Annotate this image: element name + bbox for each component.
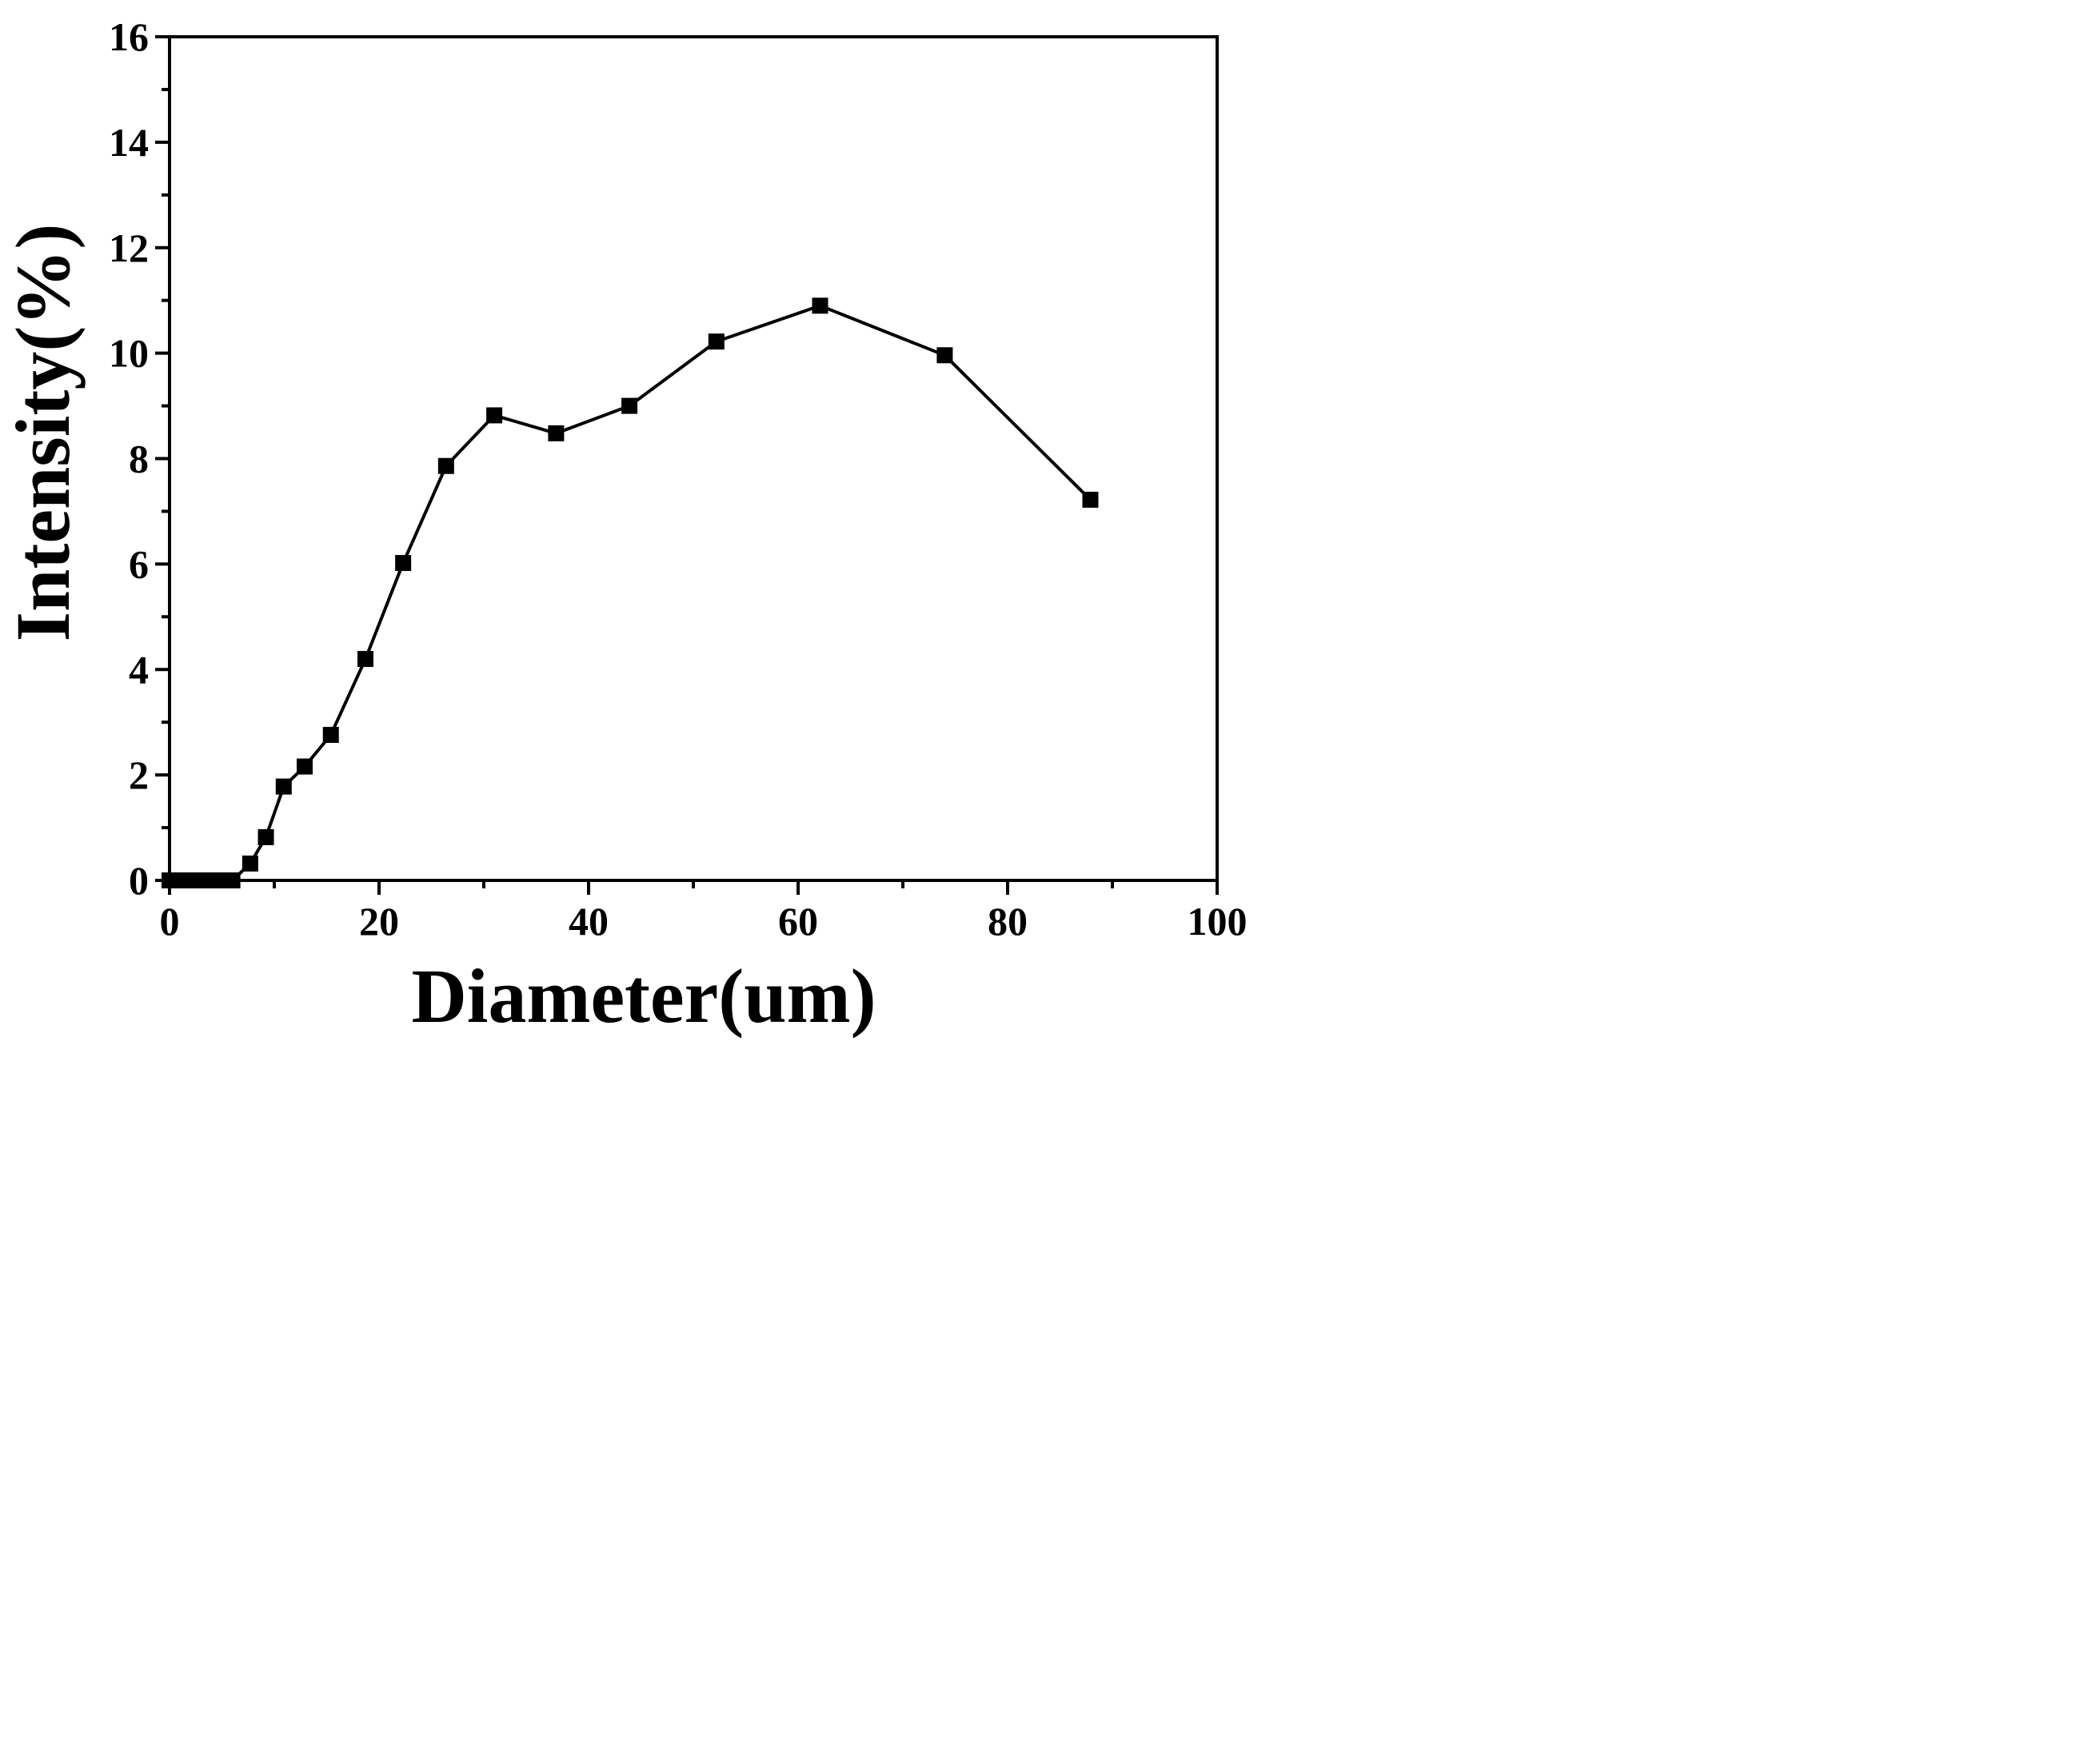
x-axis-title: Diameter(um) [411,953,876,1039]
data-point-marker [224,872,241,888]
x-tick-label: 80 [988,899,1028,944]
y-tick-label: 2 [129,752,149,797]
data-point-marker [1082,491,1099,508]
y-tick-label: 10 [109,331,149,376]
chart: 0 20 40 60 80 100 0 2 4 6 8 10 12 14 16 Diameter(um) I… [0,0,1252,1042]
y-axis-title: Intensity(%) [0,224,86,642]
data-point-marker [621,397,638,414]
tick-labels-layer: 0 20 40 60 80 100 0 2 4 6 8 10 12 14 16 [109,14,1248,944]
x-tick-label: 20 [359,899,399,944]
y-tick-label: 16 [109,14,149,59]
y-tick-label: 8 [129,437,149,481]
x-tick-label: 40 [569,899,609,944]
plot-frame-layer [168,35,1219,882]
data-point-marker [548,425,565,441]
x-tick-label: 100 [1188,899,1248,944]
ticks-layer [155,35,1219,895]
chart-svg: 0 20 40 60 80 100 0 2 4 6 8 10 12 14 16 Diameter(um) I… [0,14,1248,1039]
series-line [170,304,1092,882]
data-point-marker [486,407,503,424]
data-point-marker [936,347,953,364]
y-tick-label: 4 [129,647,149,692]
x-tick-label: 60 [778,899,818,944]
data-point-marker [322,727,339,744]
x-tick-label: 0 [160,899,180,944]
data-point-marker [242,855,258,872]
y-tick-label: 12 [109,225,149,270]
data-point-marker [812,297,828,314]
y-tick-label: 6 [129,541,149,586]
data-point-marker [437,457,454,474]
data-point-marker [357,651,373,668]
data-point-marker [708,333,725,350]
y-tick-label: 14 [109,120,149,165]
plot-frame [168,35,1219,882]
data-point-marker [395,555,412,572]
data-point-marker [258,828,274,845]
data-point-marker [275,778,292,795]
series-layer [162,297,1099,888]
data-point-marker [296,758,313,775]
y-tick-label: 0 [129,858,149,903]
